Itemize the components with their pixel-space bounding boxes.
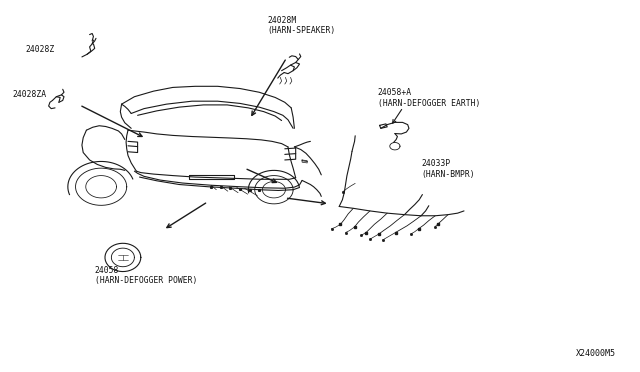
Text: 24028Z: 24028Z: [26, 45, 55, 54]
Text: X24000M5: X24000M5: [576, 349, 616, 358]
Text: 24058: 24058: [95, 266, 119, 275]
Text: (HARN-BMPR): (HARN-BMPR): [421, 170, 475, 179]
Text: 24058+A: 24058+A: [378, 89, 412, 97]
Text: (HARN-DEFOGGER EARTH): (HARN-DEFOGGER EARTH): [378, 99, 480, 108]
Text: (HARN-SPEAKER): (HARN-SPEAKER): [268, 26, 336, 35]
Text: 24028M: 24028M: [268, 16, 297, 25]
Text: 24028ZA: 24028ZA: [13, 90, 47, 99]
Text: 24033P: 24033P: [421, 159, 451, 168]
Text: (HARN-DEFOGGER POWER): (HARN-DEFOGGER POWER): [95, 276, 197, 285]
